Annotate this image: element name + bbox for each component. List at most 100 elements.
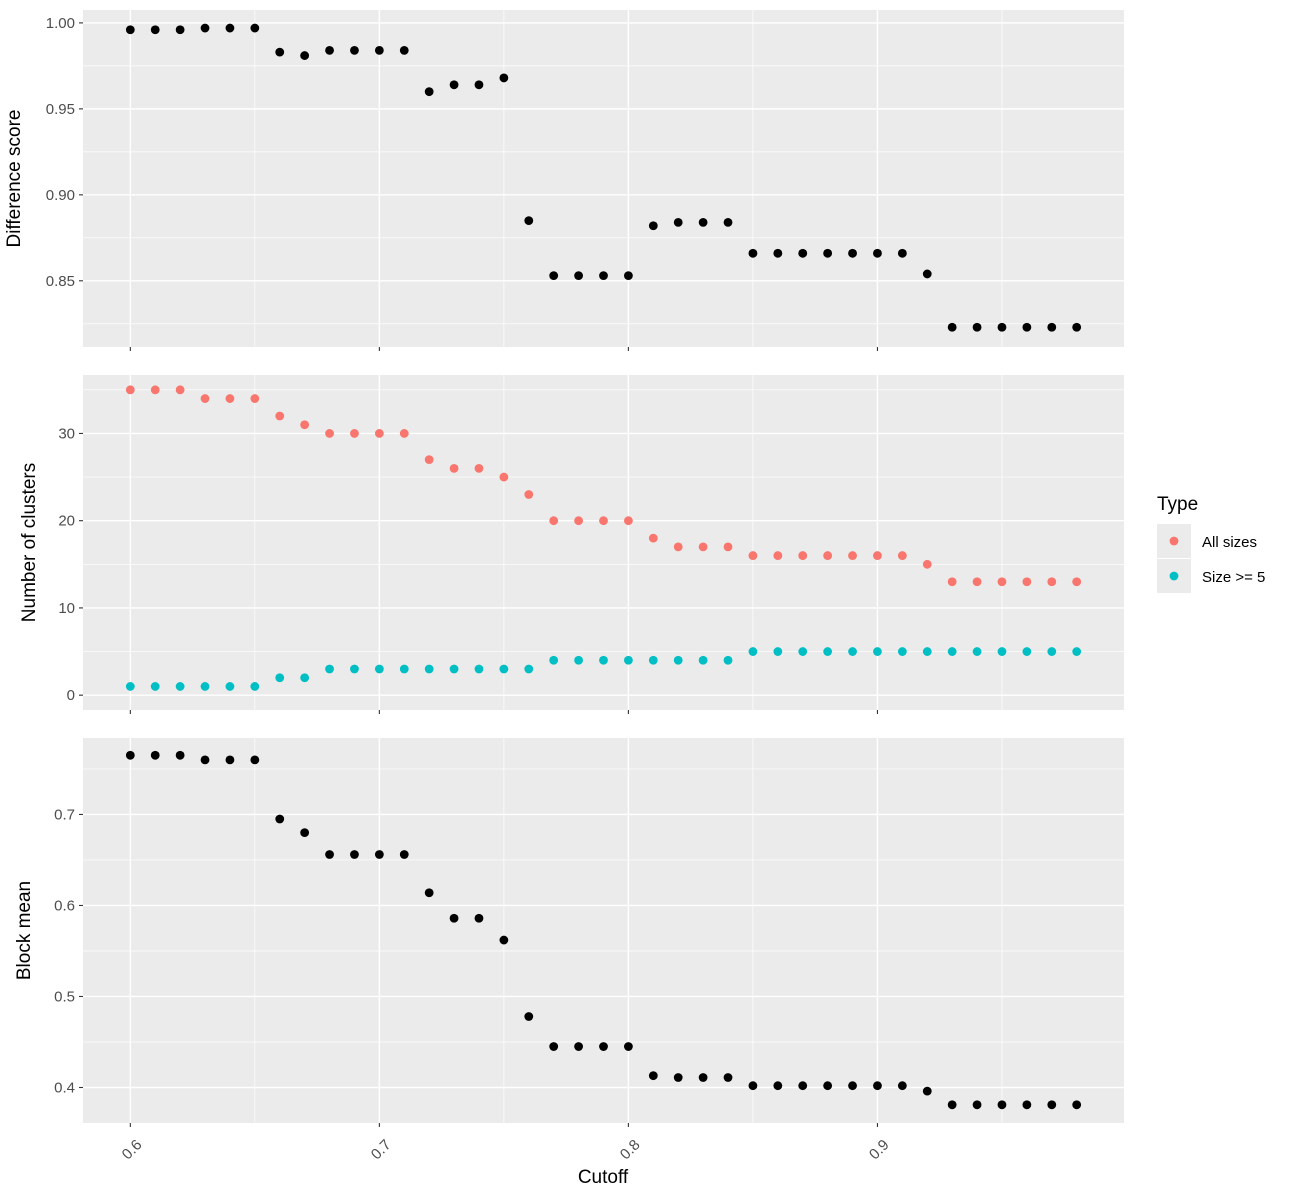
data-point — [648, 655, 658, 665]
data-point — [673, 217, 683, 227]
data-point — [549, 271, 559, 281]
y-tick-label: 1.00 — [46, 15, 75, 32]
data-point — [823, 248, 833, 258]
data-point — [350, 429, 359, 438]
data-point — [624, 271, 633, 281]
chart-panels: 0.85 0.90 0.95 1.00 Difference score 0 10 20 30 N… — [4, 10, 1124, 1163]
data-point — [175, 385, 185, 395]
y-tick-label: 0.95 — [46, 101, 75, 118]
data-point — [723, 542, 733, 552]
y-tick-label: 0.7 — [54, 806, 75, 823]
data-point — [424, 87, 434, 97]
data-point — [897, 1081, 907, 1091]
data-point — [773, 551, 783, 560]
panel-2: 0 10 20 30 Number of clusters — [19, 375, 1124, 714]
data-point — [748, 1081, 758, 1091]
data-point — [574, 516, 583, 526]
data-point — [449, 463, 459, 473]
data-point — [698, 542, 708, 552]
data-point — [449, 80, 459, 90]
data-point — [549, 655, 559, 665]
data-point — [798, 248, 808, 258]
data-point — [374, 429, 384, 438]
data-point — [374, 664, 384, 674]
data-point — [897, 248, 907, 258]
data-point — [723, 655, 733, 665]
data-point — [574, 655, 583, 665]
data-point — [225, 755, 235, 765]
data-point — [250, 755, 260, 765]
data-point — [350, 850, 359, 859]
y-tick-label: 0.85 — [46, 273, 75, 290]
y-axis-title: Block mean — [14, 881, 35, 980]
data-point — [175, 25, 185, 35]
data-point — [698, 1073, 708, 1082]
legend-key-point — [1169, 571, 1179, 581]
data-point — [1072, 577, 1082, 587]
legend-label: Size >= 5 — [1202, 569, 1265, 586]
data-point — [1047, 1100, 1057, 1110]
data-point — [599, 271, 608, 281]
data-point — [773, 647, 783, 656]
data-point — [848, 1081, 857, 1091]
data-point — [549, 516, 559, 526]
data-point — [1072, 322, 1082, 332]
data-point — [1047, 322, 1057, 332]
data-point — [922, 269, 932, 279]
data-point — [175, 682, 185, 691]
data-point — [773, 1081, 783, 1091]
data-point — [972, 1100, 982, 1110]
data-point — [997, 1100, 1007, 1110]
data-point — [399, 850, 409, 859]
data-point — [624, 655, 633, 665]
data-point — [524, 664, 534, 674]
panel-background — [83, 738, 1124, 1123]
data-point — [325, 46, 334, 55]
data-point — [723, 1073, 733, 1082]
data-point — [150, 25, 160, 35]
data-point — [325, 850, 334, 859]
data-point — [997, 647, 1007, 656]
data-point — [200, 682, 210, 691]
data-point — [873, 551, 882, 560]
data-point — [424, 664, 434, 674]
data-point — [125, 385, 135, 395]
data-point — [275, 411, 285, 421]
panel-1: 0.85 0.90 0.95 1.00 Difference score — [4, 10, 1124, 351]
data-point — [997, 577, 1007, 587]
data-point — [1022, 322, 1032, 332]
data-point — [823, 1081, 833, 1091]
data-point — [150, 750, 160, 760]
series-1 — [125, 385, 1082, 587]
legend-label: All sizes — [1202, 534, 1257, 551]
data-point — [698, 655, 708, 665]
data-point — [1022, 647, 1032, 656]
y-tick-label: 0 — [67, 687, 75, 704]
data-point — [125, 682, 135, 691]
data-point — [873, 1081, 882, 1091]
data-point — [150, 682, 160, 691]
data-point — [125, 750, 135, 760]
data-point — [748, 647, 758, 656]
data-point — [773, 248, 783, 258]
data-point — [648, 533, 658, 543]
series-1 — [125, 23, 1082, 332]
data-point — [922, 647, 932, 656]
series-1 — [125, 750, 1082, 1110]
data-point — [922, 1086, 932, 1096]
data-point — [524, 1012, 534, 1021]
data-point — [1072, 1100, 1082, 1110]
data-point — [474, 463, 484, 473]
data-point — [599, 1042, 608, 1051]
legend-entries: All sizes Size >= 5 — [1157, 524, 1265, 593]
legend: Type All sizes Size >= 5 — [1157, 494, 1265, 593]
data-point — [524, 216, 534, 226]
data-point — [873, 248, 882, 258]
data-point — [798, 647, 808, 656]
data-point — [499, 935, 509, 945]
data-point — [848, 647, 857, 656]
data-point — [399, 664, 409, 674]
data-point — [350, 664, 359, 674]
data-point — [200, 23, 210, 33]
